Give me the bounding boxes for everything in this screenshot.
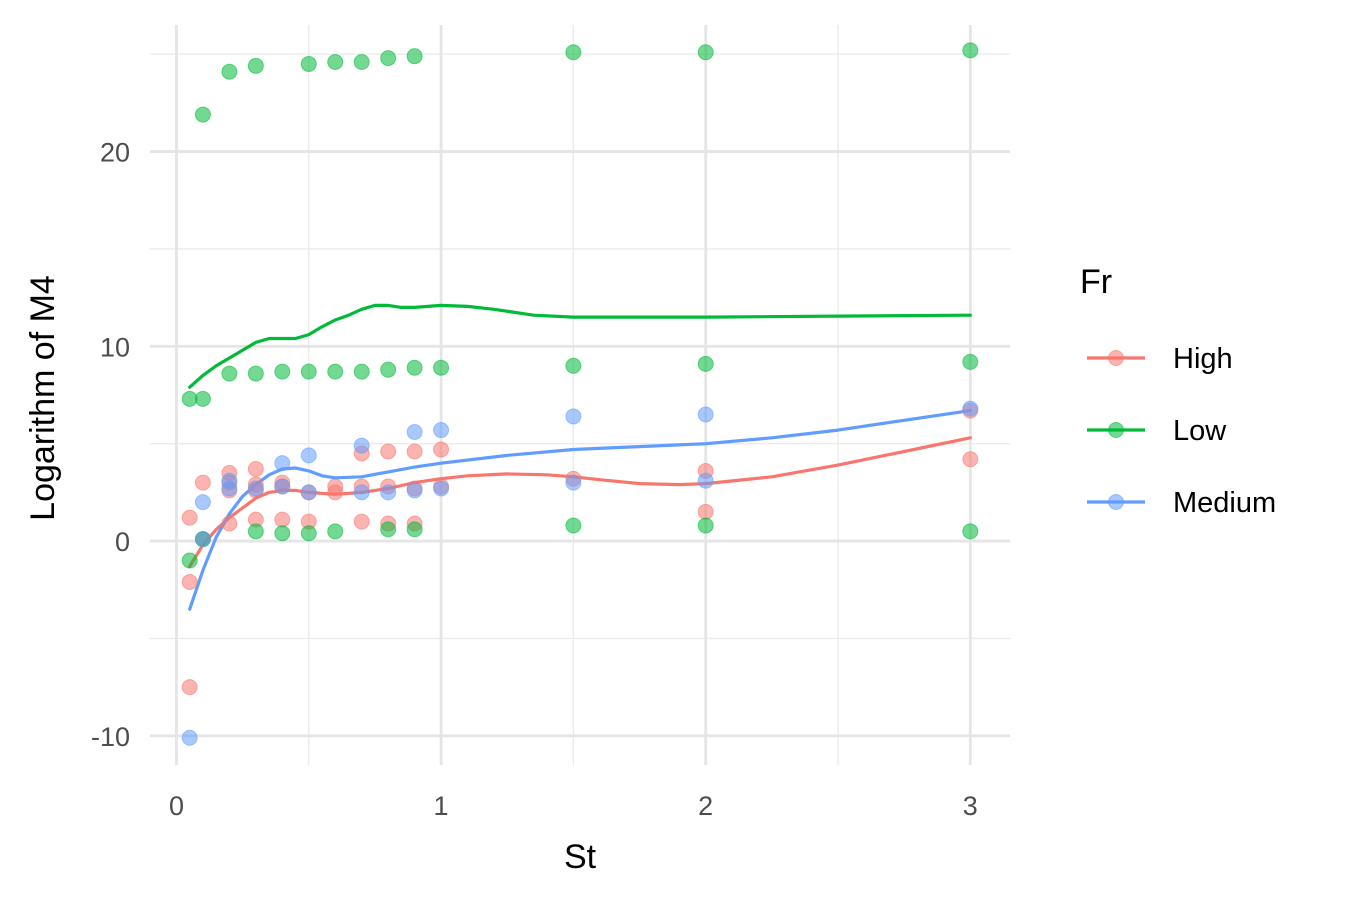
data-point-low xyxy=(962,523,979,540)
data-point-medium xyxy=(194,531,211,548)
data-point-medium xyxy=(300,484,317,501)
x-axis-title: St xyxy=(564,838,597,876)
data-point-medium xyxy=(274,478,291,495)
data-point-low xyxy=(380,361,397,378)
data-point-high xyxy=(327,484,344,501)
data-point-high xyxy=(181,509,198,526)
data-point-low xyxy=(565,44,582,61)
data-point-high xyxy=(433,441,450,458)
data-point-low xyxy=(274,525,291,542)
data-point-high xyxy=(380,443,397,460)
data-point-high xyxy=(406,443,423,460)
data-point-high xyxy=(221,515,238,532)
legend-entries: High Low Medium xyxy=(1087,343,1276,519)
data-point-low xyxy=(353,363,370,380)
data-point-high xyxy=(697,503,714,520)
data-point-low xyxy=(565,517,582,534)
data-point-high xyxy=(353,513,370,530)
data-point-medium xyxy=(181,729,198,746)
data-point-low xyxy=(433,359,450,376)
legend-title: Fr xyxy=(1080,263,1112,301)
data-point-low xyxy=(353,54,370,70)
data-point-low xyxy=(181,552,198,569)
data-point-high xyxy=(194,474,211,491)
data-point-high xyxy=(274,511,291,528)
plot-panel xyxy=(150,25,1010,765)
data-point-low xyxy=(406,521,423,538)
data-point-low xyxy=(380,521,397,538)
legend-key-point-high xyxy=(1108,350,1124,366)
data-point-low xyxy=(327,54,344,70)
data-point-low xyxy=(327,523,344,540)
data-point-medium xyxy=(697,472,714,489)
data-point-medium xyxy=(194,494,211,511)
trend-line-low xyxy=(188,303,972,389)
data-point-medium xyxy=(353,484,370,501)
data-point-low xyxy=(697,355,714,372)
legend-key-point-low xyxy=(1108,422,1124,438)
major-gridlines xyxy=(150,25,1010,765)
trend-line-medium xyxy=(188,409,972,611)
y-tick-label: 0 xyxy=(115,527,130,557)
data-point-medium xyxy=(274,455,291,472)
data-point-medium xyxy=(406,482,423,499)
data-point-low xyxy=(406,359,423,376)
legend-label-high: High xyxy=(1173,343,1233,375)
data-point-medium xyxy=(406,424,423,440)
data-point-medium xyxy=(221,480,238,497)
legend-label-medium: Medium xyxy=(1173,487,1276,519)
data-point-high xyxy=(247,461,264,477)
data-point-low xyxy=(380,50,397,67)
data-point-low xyxy=(247,365,264,382)
data-point-low xyxy=(247,523,264,540)
data-point-medium xyxy=(433,422,450,439)
legend: Fr High Low Medium xyxy=(1080,263,1276,519)
data-point-low xyxy=(221,365,238,382)
data-point-low xyxy=(406,48,423,65)
data-point-low xyxy=(962,42,979,59)
data-point-medium xyxy=(697,406,714,423)
x-tick-label: 2 xyxy=(698,791,713,821)
legend-label-low: Low xyxy=(1173,415,1227,447)
data-point-medium xyxy=(300,447,317,464)
y-tick-label: -10 xyxy=(91,722,130,752)
data-point-medium xyxy=(433,480,450,497)
legend-key-point-medium xyxy=(1108,494,1124,510)
data-point-low xyxy=(194,106,211,123)
data-point-low xyxy=(697,44,714,61)
y-axis-tick-labels: -10 0 10 20 xyxy=(91,138,130,752)
y-tick-label: 10 xyxy=(100,332,130,362)
data-point-medium xyxy=(353,437,370,454)
data-point-medium xyxy=(565,408,582,425)
data-point-low xyxy=(221,63,238,80)
x-axis-tick-labels: 0 1 2 3 xyxy=(169,791,978,821)
data-point-low xyxy=(565,357,582,374)
data-point-medium xyxy=(565,474,582,491)
y-axis-title: Logarithm of M4 xyxy=(24,275,62,521)
data-point-low xyxy=(300,55,317,72)
data-point-high xyxy=(962,451,979,468)
data-point-low xyxy=(962,353,979,370)
x-tick-label: 3 xyxy=(963,791,978,821)
data-point-low xyxy=(300,525,317,542)
data-points xyxy=(181,42,979,746)
data-point-low xyxy=(697,517,714,534)
data-point-low xyxy=(194,390,211,407)
data-point-medium xyxy=(380,484,397,501)
data-point-low xyxy=(247,57,264,74)
y-tick-label: 20 xyxy=(100,138,130,168)
data-point-medium xyxy=(962,400,979,417)
data-point-low xyxy=(274,363,291,380)
x-tick-label: 1 xyxy=(434,791,449,821)
data-point-low xyxy=(327,363,344,380)
minor-gridlines xyxy=(150,25,1010,765)
x-tick-label: 0 xyxy=(169,791,184,821)
data-point-high xyxy=(181,679,198,696)
data-point-low xyxy=(300,363,317,380)
data-point-high xyxy=(181,573,198,590)
data-point-medium xyxy=(247,480,264,497)
